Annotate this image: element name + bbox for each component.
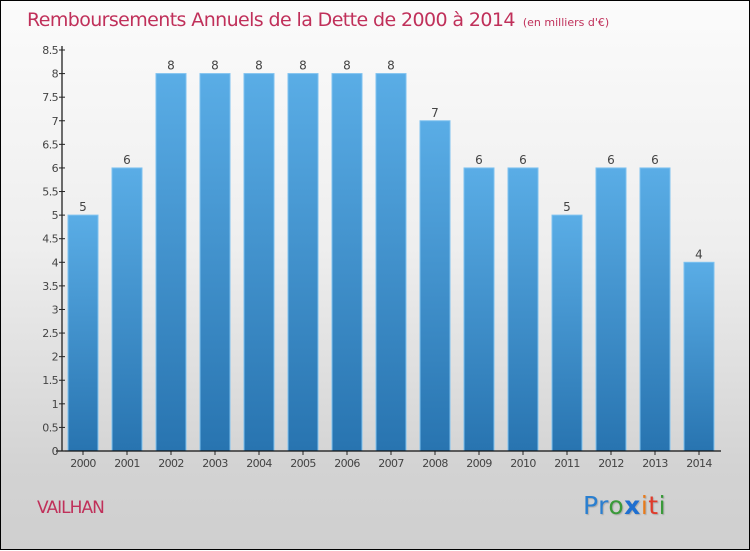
data-label-2012: 6 (607, 153, 615, 167)
x-tick-label-2007: 2007 (378, 457, 404, 470)
bar-2006 (331, 73, 363, 452)
x-tick-label-2014: 2014 (686, 457, 712, 470)
bar-2001 (111, 167, 143, 452)
y-tick-label-7: 7 (52, 115, 59, 128)
y-tick-label-8: 8 (52, 68, 59, 81)
labels-group: 5 2000 6 2001 8 2002 8 2003 8 2004 8 2005 8 2006 8 2007… (42, 44, 713, 470)
bar-2014 (683, 261, 715, 452)
chart-title-text: Remboursements Annuels de la Dette de 20… (27, 9, 515, 31)
bar-2010 (507, 167, 539, 452)
y-tick-label-8.5: 8.5 (42, 44, 58, 57)
data-label-2000: 5 (79, 200, 87, 214)
logo-letter: i (640, 491, 649, 520)
y-tick-label-3: 3 (52, 303, 59, 316)
data-label-2001: 6 (123, 153, 131, 167)
x-tick-label-2005: 2005 (290, 457, 316, 470)
y-tick-label-4.5: 4.5 (42, 233, 58, 246)
logo-letter: o (608, 491, 625, 520)
y-tick-label-0.5: 0.5 (42, 421, 58, 434)
y-tick-label-2: 2 (52, 351, 58, 364)
x-tick-label-2008: 2008 (422, 457, 448, 470)
x-tick-label-2004: 2004 (246, 457, 272, 470)
x-tick-label-2000: 2000 (70, 457, 96, 470)
y-tick-label-0: 0 (52, 445, 59, 458)
x-tick-label-2009: 2009 (466, 457, 492, 470)
data-label-2005: 8 (299, 59, 307, 73)
city-name: VAILHAN (37, 498, 105, 518)
data-label-2011: 5 (563, 200, 571, 214)
y-tick-label-1.5: 1.5 (42, 374, 58, 387)
data-label-2014: 4 (695, 247, 703, 261)
bar-2011 (551, 214, 583, 452)
bar-2012 (595, 167, 627, 452)
data-label-2004: 8 (255, 59, 263, 73)
bar-2005 (287, 73, 319, 452)
y-tick-label-6: 6 (52, 162, 59, 175)
logo-letter: r (598, 491, 609, 520)
data-label-2010: 6 (519, 153, 527, 167)
bar-2004 (243, 73, 275, 452)
x-tick-label-2011: 2011 (554, 457, 580, 470)
x-tick-label-2001: 2001 (114, 457, 140, 470)
chart-title: Remboursements Annuels de la Dette de 20… (27, 9, 609, 31)
y-tick-label-7.5: 7.5 (42, 91, 58, 104)
x-tick-label-2006: 2006 (334, 457, 360, 470)
y-tick-label-3.5: 3.5 (42, 280, 58, 293)
x-tick-label-2013: 2013 (642, 457, 668, 470)
data-label-2002: 8 (167, 59, 175, 73)
data-label-2009: 6 (475, 153, 483, 167)
logo-letter: x (624, 491, 641, 520)
y-tick-label-5.5: 5.5 (42, 186, 58, 199)
logo-letter: i (658, 491, 667, 520)
bar-2007 (375, 73, 407, 452)
y-tick-label-5: 5 (52, 209, 59, 222)
y-tick-label-2.5: 2.5 (42, 327, 58, 340)
data-label-2013: 6 (651, 153, 659, 167)
chart-unit: (en milliers d'€) (522, 16, 610, 29)
logo-letter: t (648, 491, 659, 520)
x-tick-label-2003: 2003 (202, 457, 228, 470)
y-tick-label-4: 4 (52, 256, 59, 269)
bar-2013 (639, 167, 671, 452)
bar-2009 (463, 167, 495, 452)
x-tick-label-2010: 2010 (510, 457, 536, 470)
bar-2000 (67, 214, 99, 452)
bar-2003 (199, 73, 231, 452)
proxiti-logo[interactable]: Proxiti (583, 491, 666, 520)
data-label-2003: 8 (211, 59, 219, 73)
y-tick-label-6.5: 6.5 (42, 138, 58, 151)
data-label-2008: 7 (431, 106, 439, 120)
x-tick-label-2012: 2012 (598, 457, 624, 470)
data-label-2006: 8 (343, 59, 351, 73)
data-label-2007: 8 (387, 59, 395, 73)
bar-2008 (419, 120, 451, 452)
bars-group (67, 73, 715, 452)
x-tick-label-2002: 2002 (158, 457, 184, 470)
y-tick-label-1: 1 (52, 398, 58, 411)
axes-group (56, 46, 721, 455)
logo-letter: P (583, 491, 599, 520)
bar-2002 (155, 73, 187, 452)
